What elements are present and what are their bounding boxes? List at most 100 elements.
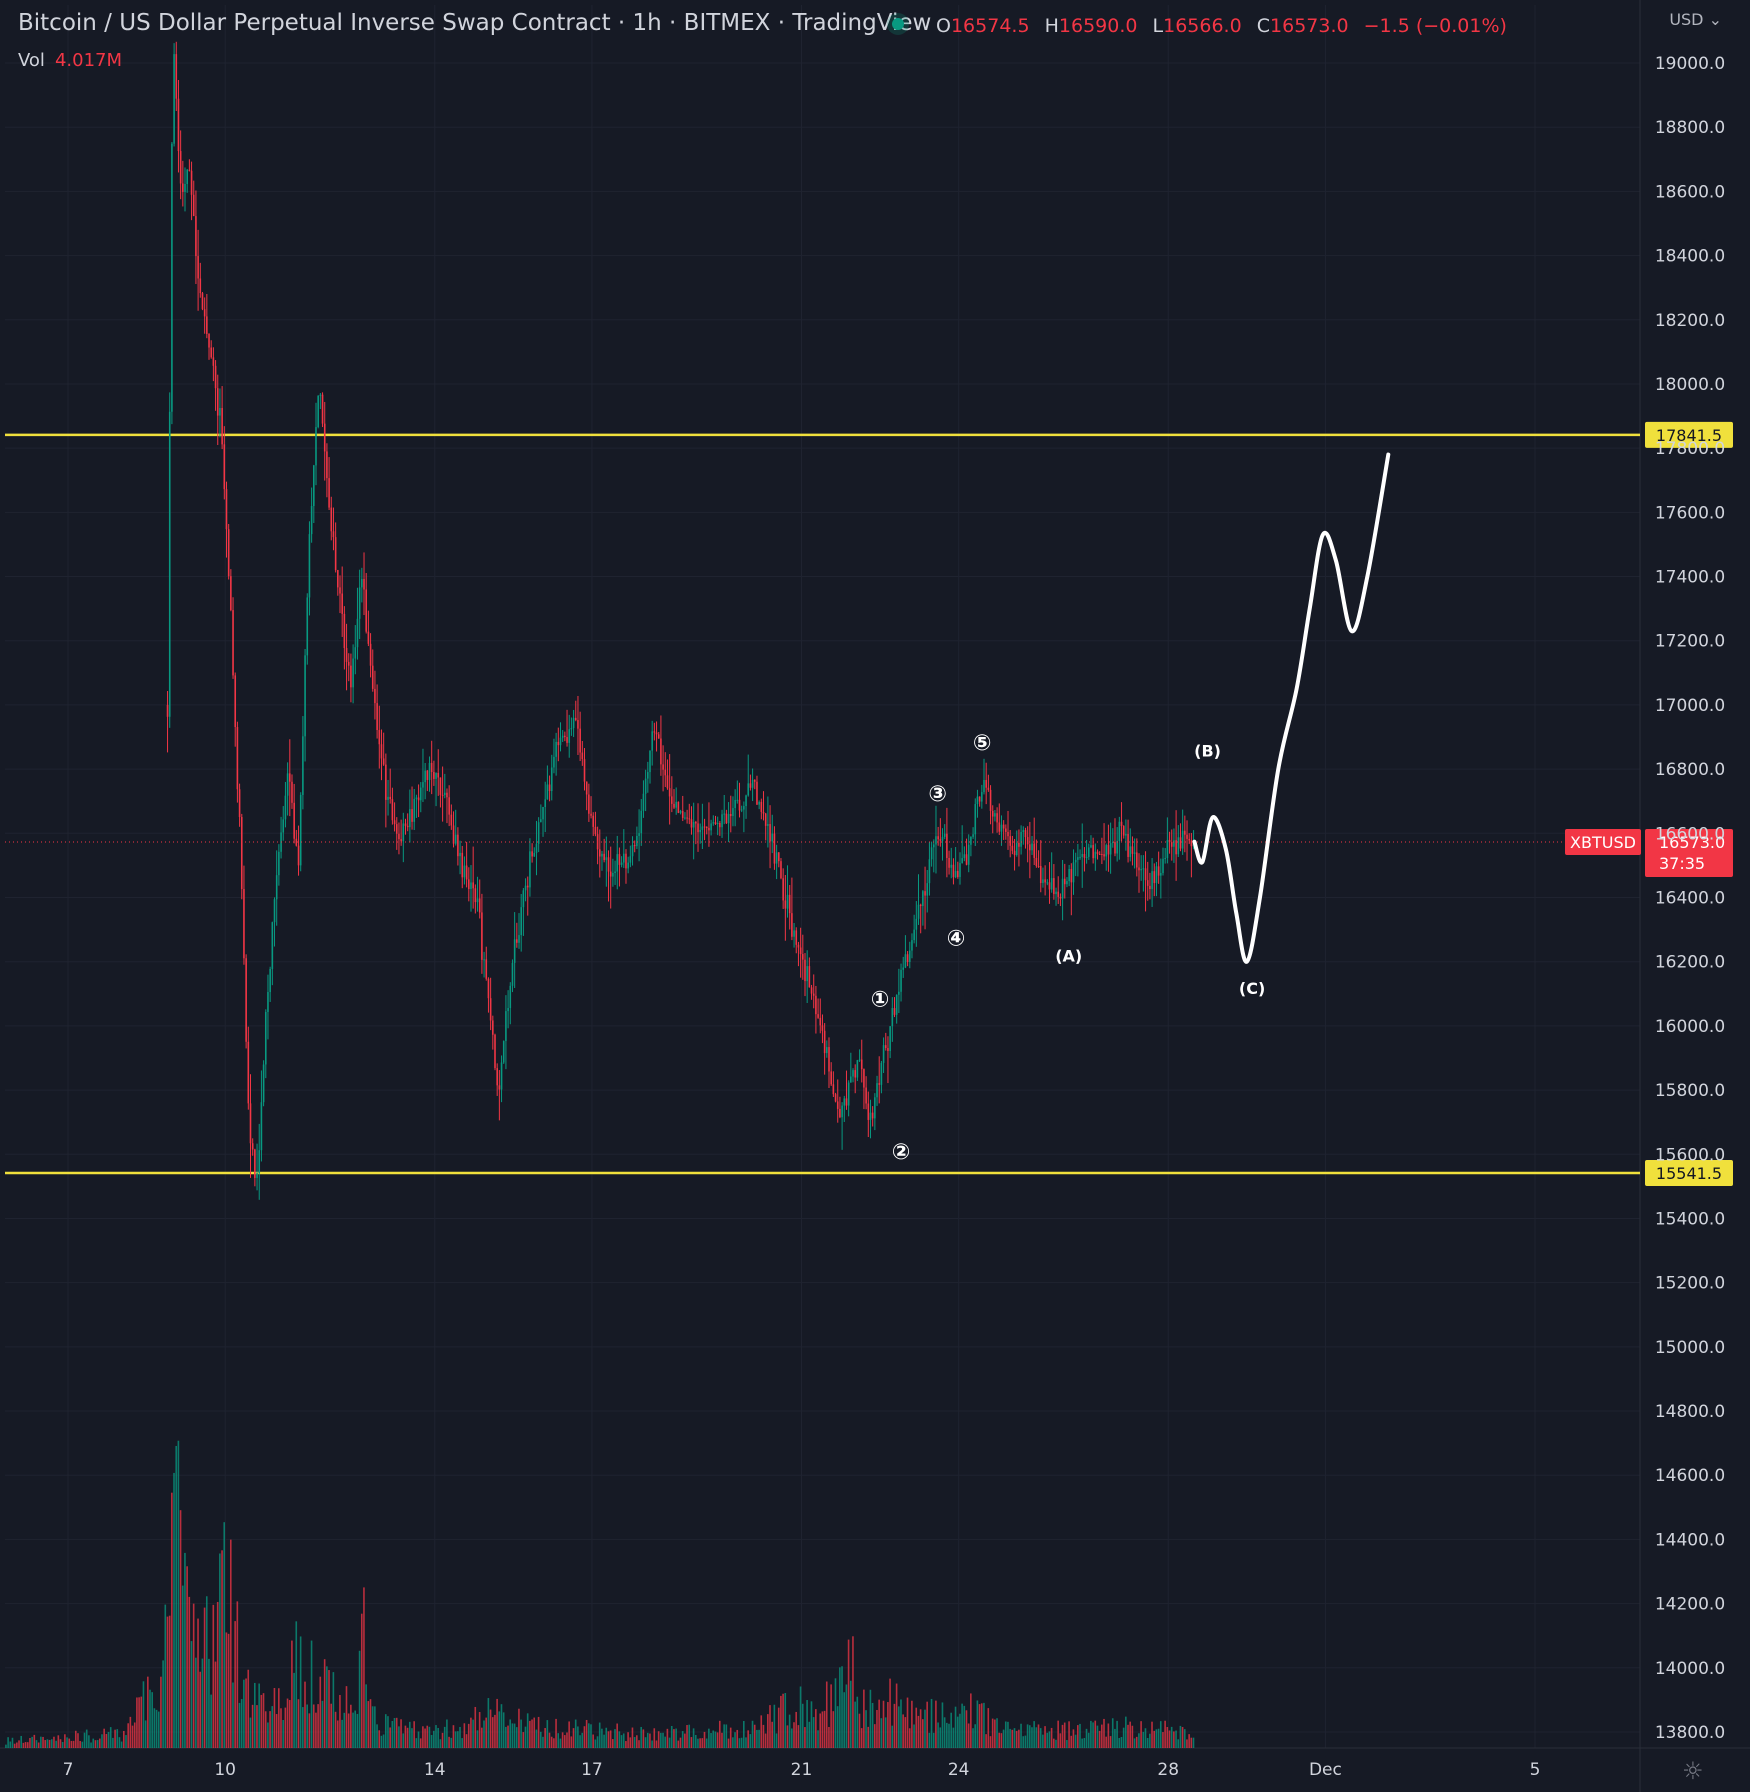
volume-bar [513, 1723, 516, 1748]
volume-bar [996, 1718, 998, 1748]
y-tick-label: 17000.0 [1655, 696, 1725, 716]
candle-body [243, 889, 245, 959]
volume-bar [1188, 1734, 1190, 1748]
candle-body [404, 823, 407, 826]
volume-bar [839, 1667, 841, 1748]
candle-body [869, 1112, 872, 1120]
volume-bar [127, 1723, 129, 1748]
volume-bar [168, 1615, 171, 1748]
candle-body [769, 824, 771, 842]
candle-body [598, 849, 601, 857]
currency-selector[interactable]: USD ⌄ [1669, 10, 1722, 29]
volume-bar [1070, 1735, 1073, 1748]
candle-body [991, 810, 994, 817]
candle-body [1053, 878, 1055, 895]
volume-bar [550, 1736, 553, 1748]
volume-bar [1125, 1716, 1127, 1748]
chevron-down-icon: ⌄ [1708, 10, 1722, 29]
candle-body [880, 1062, 883, 1085]
candle-body [1066, 881, 1068, 885]
candle-body [891, 1008, 894, 1027]
volume-bar [574, 1719, 577, 1748]
volume-bar [585, 1719, 588, 1748]
y-tick-label: 15600.0 [1655, 1145, 1725, 1165]
volume-bar [96, 1740, 99, 1748]
volume-bar [694, 1734, 697, 1748]
volume-bar [708, 1728, 710, 1748]
volume-bar [1048, 1731, 1051, 1748]
volume-bar [1004, 1721, 1007, 1748]
volume-bar [559, 1738, 562, 1748]
volume-bar [291, 1640, 293, 1748]
volume-bar [987, 1708, 990, 1748]
candle-body [498, 1085, 501, 1090]
volume-bar [937, 1722, 939, 1748]
candle-body [190, 170, 193, 195]
candle-body [502, 1041, 505, 1063]
candle-body [443, 792, 446, 796]
candle-body [535, 843, 538, 853]
volume-bar [66, 1737, 68, 1748]
volume-bar [614, 1729, 616, 1748]
candle-body [566, 737, 568, 743]
volume-bar [24, 1742, 27, 1748]
candle-body [1050, 878, 1053, 890]
candle-body [751, 779, 754, 788]
volume-bar [79, 1740, 81, 1748]
countdown-label: 37:35 [1659, 854, 1705, 873]
candle-body [1127, 833, 1129, 857]
volume-bar [688, 1724, 691, 1748]
y-tick-label: 14400.0 [1655, 1530, 1725, 1550]
volume-bar [288, 1700, 291, 1748]
candle-body [371, 665, 374, 689]
wave-label: ⑤ [973, 731, 992, 756]
y-tick-label: 16400.0 [1655, 889, 1725, 909]
candle-body [426, 770, 429, 780]
candle-body [419, 787, 422, 801]
volume-bar [1153, 1730, 1156, 1748]
gear-icon[interactable]: ☼ [1682, 1757, 1704, 1785]
candle-body [352, 658, 354, 688]
volume-bar [919, 1709, 922, 1748]
volume-bar [1066, 1740, 1068, 1748]
volume-bar [422, 1726, 424, 1748]
candle-body [465, 865, 468, 880]
volume-bar [764, 1733, 767, 1748]
volume-bar [1170, 1726, 1173, 1748]
candle-body [395, 824, 398, 834]
candle-body [1129, 846, 1132, 857]
candle-body [374, 688, 376, 704]
volume-bar [315, 1712, 317, 1748]
volume-bar [522, 1732, 525, 1748]
volume-bar [751, 1720, 754, 1748]
volume-bar [1059, 1733, 1062, 1748]
candle-body [437, 772, 440, 778]
candle-body [795, 930, 798, 945]
volume-bar [149, 1689, 151, 1748]
candle-body [286, 773, 289, 796]
candle-body [1074, 859, 1077, 863]
volume-bar [762, 1724, 765, 1748]
candle-body [1107, 845, 1110, 855]
volume-bar [985, 1734, 987, 1748]
candle-body [544, 799, 547, 807]
volume-bar [808, 1721, 811, 1748]
candle-body [939, 839, 942, 841]
candle-body [1085, 856, 1088, 858]
volume-bar [1138, 1733, 1140, 1748]
candle-body [489, 998, 492, 1021]
y-tick-label: 18600.0 [1655, 182, 1725, 202]
candle-body [653, 731, 656, 733]
volume-bar [441, 1732, 444, 1748]
currency-label: USD [1669, 10, 1704, 29]
candle-body [195, 216, 197, 257]
volume-bar [18, 1740, 20, 1748]
volume-bar [777, 1707, 780, 1748]
candle-body [382, 758, 385, 765]
candle-body [417, 797, 420, 801]
volume-bar [1131, 1725, 1134, 1748]
volume-bar [208, 1658, 210, 1748]
candle-body [177, 98, 180, 152]
volume-bar [70, 1740, 73, 1748]
